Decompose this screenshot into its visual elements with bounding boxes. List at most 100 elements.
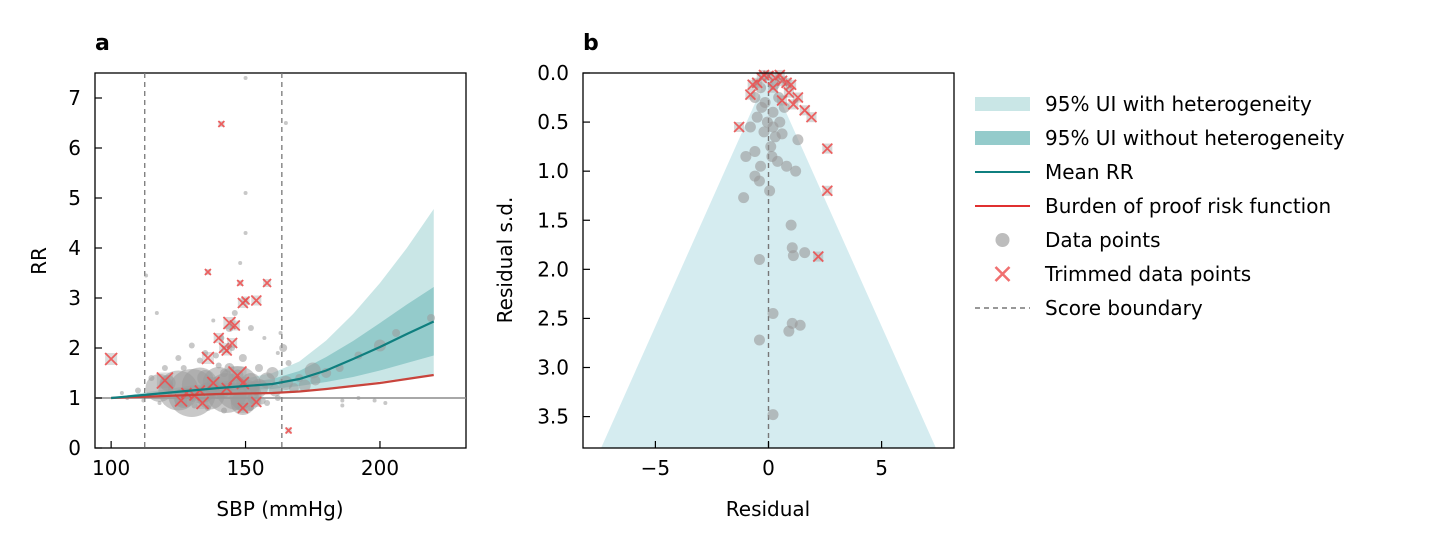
- data-point: [392, 329, 401, 337]
- legend-label: Mean RR: [1045, 160, 1134, 184]
- data-point: [372, 398, 377, 403]
- y-tick-label: 2.5: [537, 306, 569, 330]
- data-point: [196, 357, 203, 364]
- data-point: [738, 192, 750, 204]
- legend-item: Score boundary: [975, 296, 1203, 320]
- trimmed-point: [812, 250, 824, 263]
- x-tick-label: 150: [226, 456, 264, 480]
- legend-item: Mean RR: [975, 160, 1134, 184]
- trimmed-point: [792, 91, 804, 104]
- data-point: [740, 150, 752, 162]
- data-point: [191, 402, 198, 409]
- legend-item: 95% UI with heterogeneity: [975, 92, 1312, 116]
- data-point: [781, 160, 793, 172]
- data-point: [755, 160, 767, 172]
- data-point: [279, 344, 288, 352]
- trimmed-point: [213, 332, 225, 344]
- ui-band-without-heterogeneity: [111, 287, 434, 398]
- legend-label: Data points: [1045, 228, 1161, 252]
- data-point: [141, 398, 146, 403]
- legend-item: 95% UI without heterogeneity: [975, 126, 1345, 150]
- trimmed-point: [821, 185, 833, 197]
- trimmed-point: [217, 120, 225, 128]
- data-point: [144, 273, 149, 278]
- data-point: [119, 391, 124, 395]
- y-tick-label: 1: [68, 386, 81, 410]
- trimmed-point: [767, 82, 779, 94]
- trimmed-point: [201, 351, 215, 365]
- data-point: [764, 185, 776, 197]
- y-tick-label: 1.0: [537, 159, 569, 183]
- data-point: [749, 92, 761, 104]
- trimmed-point: [174, 393, 188, 408]
- y-tick-label: 3.5: [537, 405, 569, 429]
- legend-label: Burden of proof risk function: [1045, 194, 1331, 218]
- trimmed-point: [104, 352, 118, 366]
- legend-item: Trimmed data points: [994, 262, 1251, 286]
- trimmed-point: [221, 344, 233, 357]
- trimmed-point: [206, 376, 220, 390]
- data-point: [288, 383, 299, 393]
- data-point: [188, 342, 195, 349]
- legend-item: Burden of proof risk function: [975, 194, 1331, 218]
- data-point: [161, 365, 168, 371]
- trimmed-point: [785, 79, 797, 91]
- legend: 95% UI with heterogeneity 95% UI without …: [975, 92, 1345, 320]
- data-point: [427, 314, 436, 322]
- trimmed-point: [776, 94, 788, 107]
- data-point: [266, 367, 279, 379]
- data-point: [157, 401, 162, 405]
- data-point: [785, 219, 797, 231]
- trimmed-point: [787, 98, 800, 111]
- data-point: [278, 331, 283, 335]
- legend-item: Data points: [995, 228, 1161, 252]
- data-point: [215, 362, 222, 369]
- data-point: [254, 364, 263, 372]
- data-point: [238, 261, 243, 265]
- data-point: [383, 401, 388, 405]
- panel-b-plot-area: [601, 69, 936, 448]
- trimmed-point: [733, 121, 745, 133]
- trimmed-point: [774, 69, 786, 81]
- data-point: [275, 351, 280, 355]
- panel-a: a 100 150 200 0 1 2 3 4 5 6 7 SBP (mmHg) RR: [27, 31, 467, 521]
- trimmed-point: [821, 142, 833, 155]
- x-tick-label: 5: [875, 456, 888, 480]
- trimmed-point: [262, 278, 272, 288]
- data-point: [243, 231, 248, 235]
- data-point: [243, 76, 248, 80]
- data-point: [759, 96, 771, 108]
- trimmed-point: [229, 319, 241, 332]
- panel-b-ylabel: Residual s.d.: [493, 197, 517, 324]
- legend-swatch: [975, 97, 1030, 111]
- trimmed-point: [204, 268, 212, 276]
- trimmed-point: [805, 111, 818, 123]
- data-point: [197, 370, 214, 386]
- data-point: [772, 155, 784, 167]
- x-tick-label: −5: [641, 456, 670, 480]
- trimmed-point: [744, 88, 757, 101]
- data-point: [212, 352, 219, 359]
- data-point: [154, 311, 159, 315]
- data-point: [767, 106, 779, 118]
- y-tick-label: 1.5: [537, 208, 569, 232]
- data-point: [787, 250, 799, 262]
- data-point: [283, 121, 288, 125]
- trimmed-point: [195, 396, 210, 410]
- y-tick-label: 2.0: [537, 257, 569, 281]
- trimmed-point: [156, 371, 174, 390]
- data-point: [340, 398, 345, 403]
- legend-label: Score boundary: [1045, 296, 1203, 320]
- data-point: [753, 334, 765, 346]
- data-point: [148, 375, 155, 381]
- trimmed-point: [240, 295, 251, 306]
- data-point: [794, 319, 806, 331]
- data-point: [755, 82, 767, 94]
- mean-rr-curve: [111, 320, 435, 400]
- panel-b-axis-ticks: −5 0 5 0.0 0.5 1.0 1.5 2.0 2.5 3.0 3.5: [537, 61, 888, 480]
- data-point: [767, 409, 779, 421]
- data-point: [274, 395, 281, 401]
- panel-b-xlabel: Residual: [726, 497, 810, 521]
- funnel-region: [601, 73, 936, 448]
- data-point: [211, 318, 216, 323]
